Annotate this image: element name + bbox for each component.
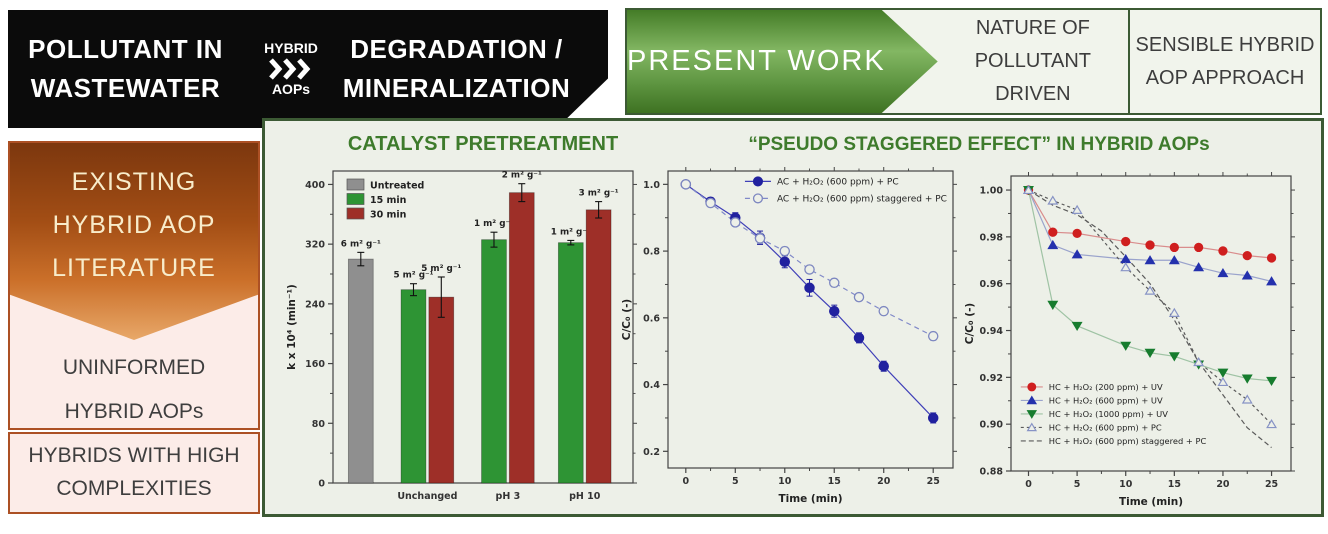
svg-text:1.00: 1.00 <box>980 186 1004 197</box>
svg-text:0.88: 0.88 <box>980 467 1004 478</box>
svg-text:1.0: 1.0 <box>643 180 660 191</box>
banner-aops-label: AOPs <box>271 81 311 97</box>
banner-left-line1: POLLUTANT IN <box>28 34 223 64</box>
svg-text:15: 15 <box>828 476 841 487</box>
svg-text:0.90: 0.90 <box>980 420 1004 431</box>
charts-panel: CATALYST PRETREATMENT “PSEUDO STAGGERED … <box>262 118 1324 517</box>
complex-line1: HYBRIDS WITH HIGH <box>28 444 240 468</box>
svg-text:Unchanged: Unchanged <box>397 491 457 502</box>
svg-text:pH 10: pH 10 <box>569 491 601 502</box>
svg-text:Time (min): Time (min) <box>778 493 842 505</box>
svg-text:0.8: 0.8 <box>643 247 660 258</box>
complex-line2: COMPLEXITIES <box>56 477 212 500</box>
svg-text:HC + H₂O₂ (600 ppm) + UV: HC + H₂O₂ (600 ppm) + UV <box>1049 396 1163 406</box>
svg-text:6 m² g⁻¹: 6 m² g⁻¹ <box>341 239 381 249</box>
arrow-line2: HYBRID AOP <box>52 211 216 239</box>
svg-text:20: 20 <box>1216 479 1230 490</box>
svg-text:160: 160 <box>305 359 325 370</box>
svg-text:80: 80 <box>312 419 326 430</box>
ac-h2o2-line-chart: 0.2 0.4 0.6 0.8 1.0 0 5 10 15 20 25 C/C₀ (-) Time (m… <box>621 167 957 505</box>
svg-text:10: 10 <box>1119 479 1133 490</box>
svg-text:320: 320 <box>305 240 325 251</box>
banner-hybrid-aops: HYBRID AOPs <box>243 39 339 98</box>
svg-text:C/C₀ (-): C/C₀ (-) <box>964 303 976 344</box>
svg-text:5: 5 <box>1074 479 1081 490</box>
svg-text:15 min: 15 min <box>370 195 407 206</box>
uninformed-hybrid-text: UNINFORMED HYBRID AOPs <box>10 346 258 434</box>
svg-text:Time (min): Time (min) <box>1119 496 1183 508</box>
svg-text:0.92: 0.92 <box>980 373 1003 384</box>
svg-text:25: 25 <box>927 476 940 487</box>
svg-text:20: 20 <box>877 476 891 487</box>
svg-text:240: 240 <box>305 299 325 310</box>
banner-right-line2: MINERALIZATION <box>342 73 571 103</box>
svg-text:0.96: 0.96 <box>980 279 1004 290</box>
svg-text:pH 3: pH 3 <box>496 491 521 502</box>
triple-chevron-icon <box>269 58 311 80</box>
hc-h2o2-line-chart: 0.88 0.90 0.92 0.94 0.96 0.98 1.00 0 5 10 15 20 25 C/… <box>964 172 1295 508</box>
nature-line1: NATURE OF <box>975 17 1090 39</box>
svg-text:15: 15 <box>1168 479 1181 490</box>
svg-text:Untreated: Untreated <box>370 181 424 192</box>
present-work-arrow: PRESENT WORK <box>627 10 938 113</box>
present-work-label: PRESENT WORK <box>627 45 886 77</box>
svg-text:0: 0 <box>318 479 325 490</box>
nature-line2: POLLUTANT DRIVEN <box>974 50 1092 105</box>
svg-text:C/C₀ (-): C/C₀ (-) <box>621 299 633 340</box>
svg-text:0.6: 0.6 <box>643 313 660 324</box>
svg-text:400: 400 <box>305 180 325 191</box>
existing-literature-arrow: EXISTING HYBRID AOP LITERATURE <box>10 143 258 340</box>
svg-text:2 m² g⁻¹: 2 m² g⁻¹ <box>502 171 542 181</box>
catalyst-pretreatment-bar-chart: 0 80 160 240 320 400 Unchanged pH 3 pH 10 k x 10⁴… <box>286 170 637 502</box>
sensible-line2: AOP APPROACH <box>1145 66 1305 89</box>
svg-text:0.98: 0.98 <box>980 232 1004 243</box>
high-complexities-box: HYBRIDS WITH HIGH COMPLEXITIES <box>8 432 260 514</box>
bar-chart-title: CATALYST PRETREATMENT <box>347 133 619 155</box>
svg-text:0.4: 0.4 <box>643 380 660 391</box>
present-work-header: PRESENT WORK NATURE OF POLLUTANT DRIVEN … <box>625 8 1322 115</box>
banner-right-text: DEGRADATION / MINERALIZATION <box>339 30 608 108</box>
sensible-hybrid-block: SENSIBLE HYBRID AOP APPROACH <box>1130 10 1320 113</box>
arrow-line3: LITERATURE <box>52 254 216 282</box>
svg-text:0.2: 0.2 <box>643 447 660 458</box>
svg-text:10: 10 <box>778 476 792 487</box>
svg-text:AC + H₂O₂ (600 ppm) staggered: AC + H₂O₂ (600 ppm) staggered + PC <box>777 195 947 205</box>
svg-text:3 m² g⁻¹: 3 m² g⁻¹ <box>579 189 619 199</box>
svg-text:HC + H₂O₂ (600 ppm) staggered: HC + H₂O₂ (600 ppm) staggered + PC <box>1049 436 1207 446</box>
line-charts-title: “PSEUDO STAGGERED EFFECT” IN HYBRID AOPs <box>748 134 1210 155</box>
nature-of-pollutant-block: NATURE OF POLLUTANT DRIVEN <box>938 10 1128 113</box>
svg-text:1 m² g⁻¹: 1 m² g⁻¹ <box>551 227 591 237</box>
svg-text:1 m² g⁻¹: 1 m² g⁻¹ <box>474 219 514 229</box>
svg-text:30 min: 30 min <box>370 210 407 221</box>
svg-text:HC + H₂O₂ (600 ppm) + PC: HC + H₂O₂ (600 ppm) + PC <box>1049 423 1162 433</box>
pollutant-banner: POLLUTANT IN WASTEWATER HYBRID AOPs DEGR… <box>8 10 608 128</box>
svg-text:0: 0 <box>1025 479 1032 490</box>
svg-text:5 m² g⁻¹: 5 m² g⁻¹ <box>393 271 433 281</box>
uninformed-line1: UNINFORMED <box>62 356 206 379</box>
sensible-line1: SENSIBLE HYBRID <box>1135 33 1315 56</box>
header-divider <box>1128 10 1130 113</box>
svg-text:HC + H₂O₂ (1000 ppm) + UV: HC + H₂O₂ (1000 ppm) + UV <box>1049 409 1168 419</box>
uninformed-line2: HYBRID AOPs <box>64 400 204 424</box>
banner-hybrid-label: HYBRID <box>264 39 318 56</box>
arrow-line1: EXISTING <box>71 168 197 196</box>
existing-literature-panel: EXISTING HYBRID AOP LITERATURE UNINFORME… <box>8 141 260 430</box>
svg-text:5 m² g⁻¹: 5 m² g⁻¹ <box>421 264 461 274</box>
svg-text:5: 5 <box>732 476 739 487</box>
svg-text:0: 0 <box>683 476 690 487</box>
svg-text:0.94: 0.94 <box>980 326 1004 337</box>
banner-left-line2: WASTEWATER <box>30 73 221 103</box>
svg-text:k x 10⁴ (min⁻¹): k x 10⁴ (min⁻¹) <box>286 284 298 370</box>
banner-left-text: POLLUTANT IN WASTEWATER <box>8 30 243 108</box>
svg-text:25: 25 <box>1265 479 1278 490</box>
svg-text:HC + H₂O₂ (200 ppm) + UV: HC + H₂O₂ (200 ppm) + UV <box>1049 382 1163 392</box>
svg-text:AC + H₂O₂ (600 ppm) + PC: AC + H₂O₂ (600 ppm) + PC <box>777 178 899 188</box>
banner-right-line1: DEGRADATION / <box>350 34 563 64</box>
